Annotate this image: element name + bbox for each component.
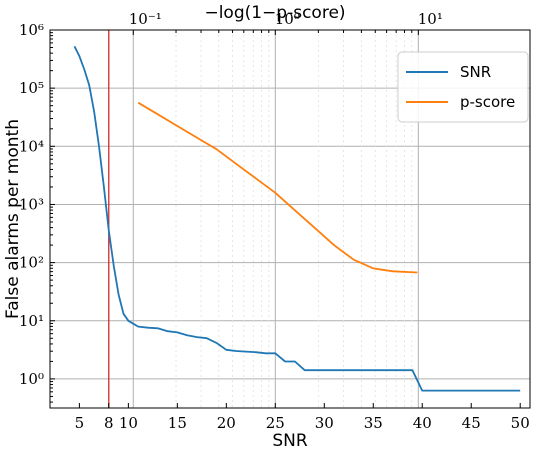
x-tick-label: 30 bbox=[315, 414, 334, 432]
x-tick-label: 5 bbox=[75, 414, 85, 432]
x-tick-label: 45 bbox=[462, 414, 481, 432]
series-line-p-score bbox=[137, 101, 418, 274]
y-tick-label: 10⁶ bbox=[19, 21, 44, 39]
plot-frame bbox=[49, 29, 531, 409]
y-tick-label: 10⁴ bbox=[19, 137, 44, 155]
series-layer bbox=[73, 30, 521, 408]
tick-marks bbox=[50, 29, 521, 408]
x-tick-label: 15 bbox=[168, 414, 187, 432]
top-tick-label: 10¹ bbox=[418, 10, 443, 28]
x-tick-label: 8 bbox=[104, 414, 114, 432]
tick-labels: 10⁰ 10¹ 10² 10³ 10⁴ 10⁵ 10⁶ 5 8 10 15 20 25 30 35 40 45 5… bbox=[19, 10, 530, 432]
x-tick-label: 10 bbox=[119, 414, 138, 432]
y-tick-label: 10⁵ bbox=[19, 79, 44, 97]
top-tick-label: 10⁻¹ bbox=[129, 10, 162, 28]
y-tick-label: 10² bbox=[19, 254, 44, 272]
x-axis-title: SNR bbox=[272, 431, 308, 450]
legend: SNR p-score bbox=[397, 51, 529, 123]
legend-label-snr: SNR bbox=[460, 63, 491, 81]
top-axis-title: −log(1−p-score) bbox=[204, 3, 345, 23]
y-tick-label: 10³ bbox=[19, 195, 44, 213]
x-tick-label: 50 bbox=[511, 414, 530, 432]
x-tick-label: 35 bbox=[364, 414, 383, 432]
y-tick-label: 10¹ bbox=[19, 312, 44, 330]
series-line-snr bbox=[73, 45, 521, 392]
x-tick-label: 25 bbox=[266, 414, 285, 432]
legend-box bbox=[397, 51, 529, 123]
y-tick-label: 10⁰ bbox=[19, 370, 44, 388]
top-tick-label: 10⁰ bbox=[275, 10, 300, 28]
y-axis-title: False alarms per month bbox=[3, 119, 23, 319]
x-tick-label: 40 bbox=[413, 414, 432, 432]
legend-label-p-score: p-score bbox=[460, 93, 515, 111]
x-tick-label: 20 bbox=[217, 414, 236, 432]
